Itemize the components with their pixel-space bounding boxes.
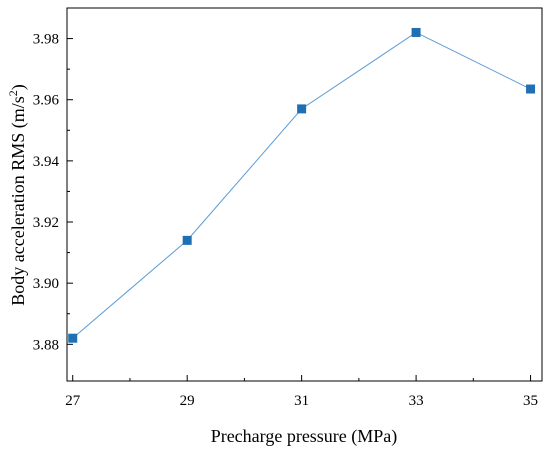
x-tick-label: 29 xyxy=(180,393,195,409)
data-point-marker xyxy=(182,235,192,245)
y-tick-label: 3.92 xyxy=(33,215,59,231)
series-line xyxy=(72,31,531,339)
y-axis-title: Body acceleration RMS (m/s2) xyxy=(6,84,29,305)
x-tick-label: 33 xyxy=(409,393,424,409)
y-tick-label: 3.88 xyxy=(33,337,59,353)
y-axis-title-main: Body acceleration RMS (m/s xyxy=(8,96,29,305)
x-tick-label: 27 xyxy=(65,393,81,409)
data-series xyxy=(68,27,536,343)
data-point-marker xyxy=(297,104,307,114)
y-axis-title-group: Body acceleration RMS (m/s2) xyxy=(6,84,29,305)
y-tick-label: 3.98 xyxy=(33,32,59,48)
x-tick-label: 35 xyxy=(523,393,538,409)
x-tick-label: 31 xyxy=(294,393,309,409)
x-axis-ticks: 27 29 31 33 35 xyxy=(65,375,538,409)
y-tick-label: 3.94 xyxy=(33,154,60,170)
plot-frame xyxy=(66,7,543,382)
y-axis-title-superscript: 2 xyxy=(6,90,20,96)
y-axis-title-close: ) xyxy=(8,84,29,90)
y-axis-ticks: 3.88 3.90 3.92 3.94 3.96 3.98 xyxy=(33,32,73,353)
data-point-marker xyxy=(411,27,421,37)
data-point-marker xyxy=(526,84,536,94)
y-tick-label: 3.90 xyxy=(33,276,59,292)
y-tick-label: 3.96 xyxy=(33,93,60,109)
x-axis-title: Precharge pressure (MPa) xyxy=(211,426,398,447)
data-point-marker xyxy=(68,333,78,343)
